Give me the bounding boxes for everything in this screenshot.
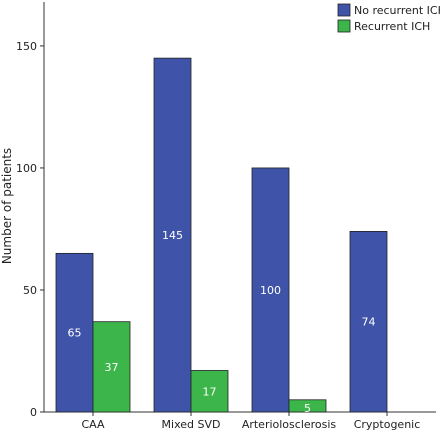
bar-value-label: 17 (203, 385, 217, 398)
bar-value-label: 65 (68, 327, 82, 340)
bar-value-label: 100 (260, 284, 281, 297)
bar-value-label: 5 (304, 402, 311, 415)
bar-value-label: 145 (162, 229, 183, 242)
y-tick-label: 100 (16, 162, 37, 175)
bar (288, 399, 327, 413)
x-tick-label: CAA (81, 418, 105, 431)
bar-value-label: 37 (105, 361, 119, 374)
y-tick-label: 150 (16, 40, 37, 53)
bar-value-label: 74 (362, 316, 376, 329)
x-tick-label: Mixed SVD (162, 418, 221, 431)
bar (92, 321, 131, 413)
legend-label: Recurrent ICH (354, 20, 430, 33)
y-axis-title: Number of patients (0, 148, 14, 264)
bar (190, 370, 229, 413)
legend-label: No recurrent ICH (354, 4, 440, 17)
bar (55, 252, 94, 413)
bar (349, 231, 388, 413)
x-tick-label: Cryptogenic (354, 418, 421, 431)
x-tick-label: Arteriolosclerosis (242, 418, 337, 431)
legend-swatch (337, 3, 351, 17)
legend: No recurrent ICH Recurrent ICH (337, 3, 440, 33)
y-tick-label: 0 (30, 406, 37, 419)
y-tick-label: 50 (23, 284, 37, 297)
bar (153, 57, 192, 413)
legend-swatch (337, 19, 351, 33)
plot-area: 0 50 100 150 CAA 65 37 Mixed SVD 145 17 Arteriolos… (16, 2, 436, 431)
bar (251, 167, 290, 413)
